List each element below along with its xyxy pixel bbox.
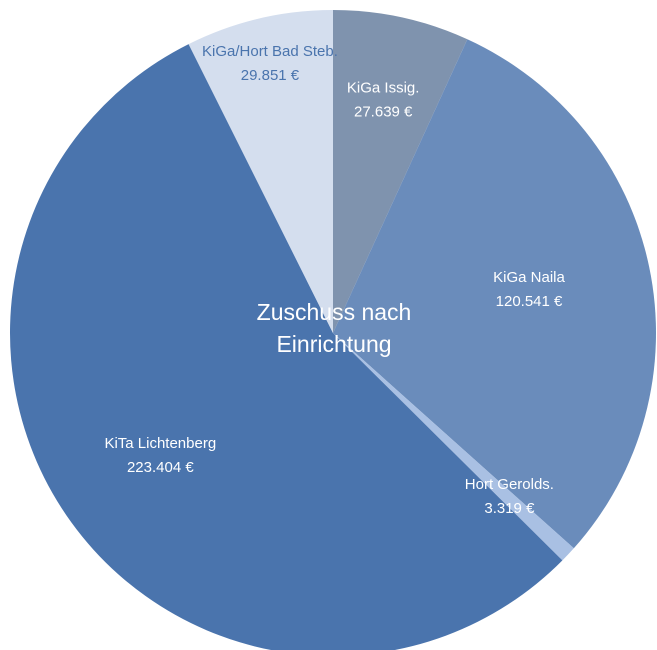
chart-title: Zuschuss nach Einrichtung [256,299,412,357]
slice-label: KiTa Lichtenberg [104,435,216,452]
pie-slice [188,10,333,333]
pie-slice [333,10,468,333]
pie-slice [333,333,574,561]
slice-value-label: 29.851 € [241,67,300,84]
slice-value-label: 3.319 € [484,500,535,517]
slice-value-label: 120.541 € [496,293,563,310]
slice-label: KiGa/Hort Bad Steb. [202,43,338,60]
slice-label: Hort Gerolds. [465,476,554,493]
slice-label: KiGa Issig. [347,80,420,97]
slice-label: KiGa Naila [493,269,565,286]
slice-value-label: 223.404 € [127,459,194,476]
pie-slice [333,39,656,549]
pie-slice [9,44,563,650]
slice-value-label: 27.639 € [354,104,413,121]
